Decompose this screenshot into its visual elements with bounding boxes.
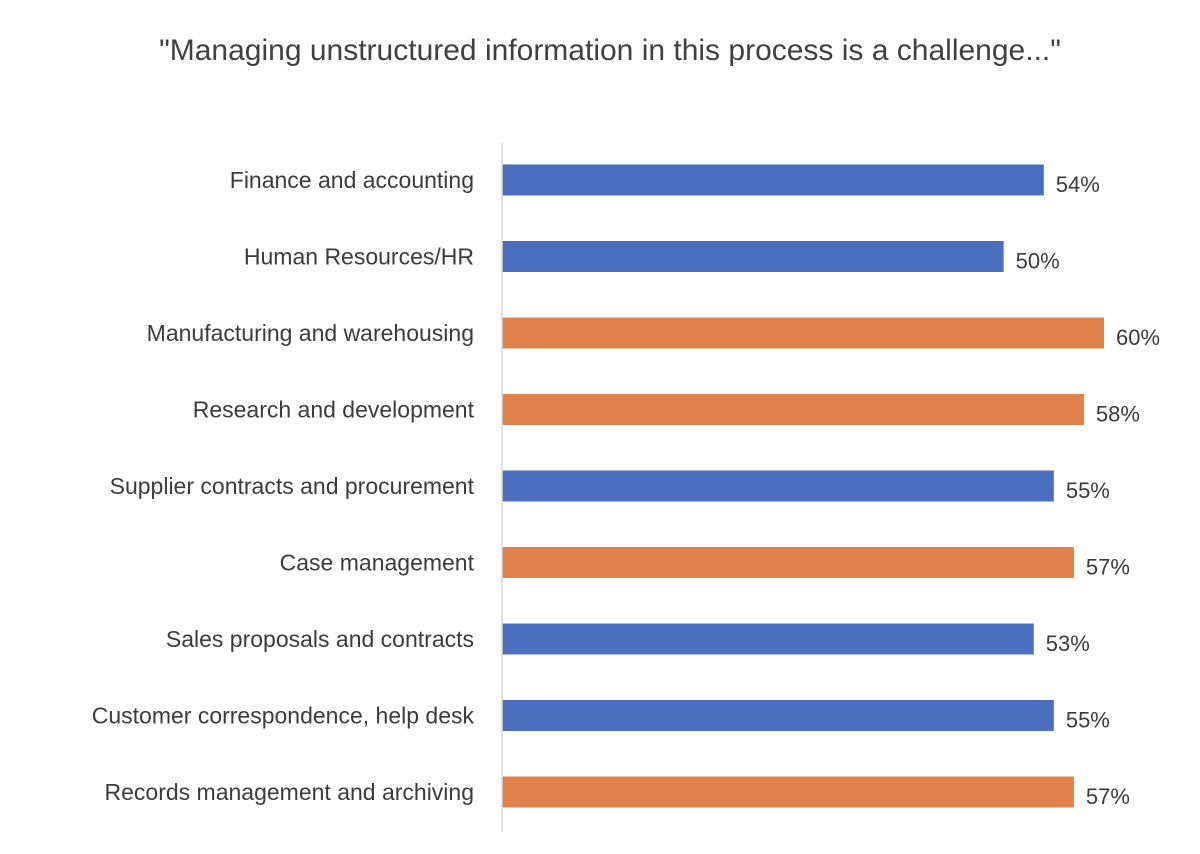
data-label: 55%: [1066, 708, 1110, 733]
bar: [502, 394, 1084, 425]
bar: [502, 317, 1104, 349]
data-label: 55%: [1066, 478, 1110, 503]
data-label: 53%: [1046, 631, 1090, 656]
chart-title: "Managing unstructured information in th…: [159, 34, 1061, 67]
category-label: Human Resources/HR: [244, 244, 474, 270]
bars-layer: [502, 164, 1104, 808]
bar: [502, 470, 1054, 502]
bar: [502, 164, 1044, 196]
category-label: Case management: [280, 550, 475, 576]
category-label: Sales proposals and contracts: [166, 626, 474, 652]
data-label: 50%: [1016, 249, 1060, 274]
data-label: 60%: [1116, 325, 1160, 350]
category-labels-layer: Finance and accounting Human Resources/HR…: [92, 167, 475, 805]
bar: [502, 776, 1074, 808]
category-label: Records management and archiving: [105, 779, 474, 805]
bar: [502, 547, 1074, 578]
data-label: 58%: [1096, 402, 1140, 427]
bar: [502, 241, 1004, 272]
data-label: 57%: [1086, 555, 1130, 580]
category-label: Customer correspondence, help desk: [92, 703, 475, 729]
data-label: 54%: [1056, 172, 1100, 197]
bar: [502, 700, 1054, 731]
bar: [502, 623, 1034, 655]
category-label: Manufacturing and warehousing: [147, 320, 474, 346]
category-label: Research and development: [193, 397, 475, 423]
data-label: 57%: [1086, 784, 1130, 809]
value-labels-layer: 54% 50% 60% 58% 55% 57% 53% 55% 57%: [1016, 172, 1160, 809]
category-label: Finance and accounting: [230, 167, 474, 193]
category-label: Supplier contracts and procurement: [110, 473, 475, 499]
